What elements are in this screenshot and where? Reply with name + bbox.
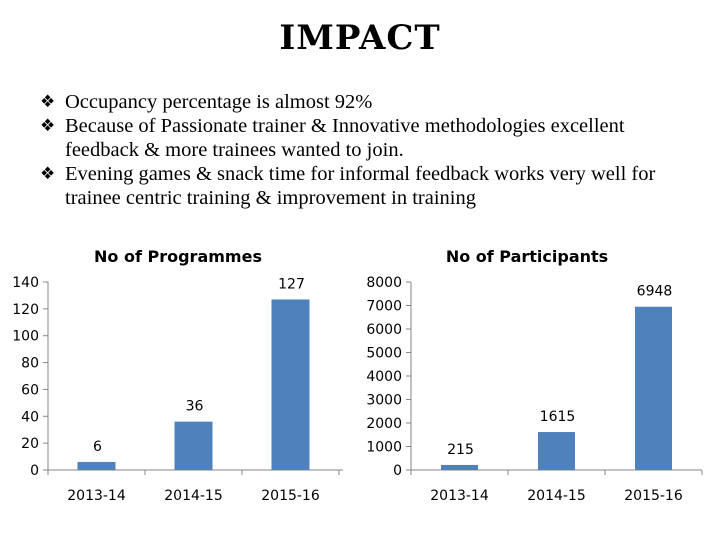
y-tick-label: 20 [21, 436, 39, 452]
data-label: 36 [186, 399, 204, 415]
chart-title: No of Participants [446, 247, 608, 266]
bullet-text: Because of Passionate trainer & Innovati… [65, 115, 625, 161]
bar-2014-15 [174, 421, 213, 470]
diamond-bullet-icon: ❖ [40, 164, 56, 183]
y-tick-label: 140 [12, 275, 39, 291]
x-tick-label: 2013-14 [67, 488, 126, 504]
diamond-bullet-icon: ❖ [40, 116, 56, 135]
bullet-text: Occupancy percentage is almost 92% [65, 91, 373, 113]
data-label: 127 [278, 276, 305, 292]
data-label: 215 [447, 442, 474, 458]
participants-chart: No of Participants 0 1000 2000 3000 4000 5000 6… [366, 247, 703, 504]
bullet-list: ❖ Occupancy percentage is almost 92% ❖ B… [40, 90, 700, 210]
bar-2014-15 [538, 432, 575, 470]
x-tick-label: 2013-14 [430, 488, 489, 504]
bar-2015-16 [271, 299, 310, 470]
bullet-item: ❖ Because of Passionate trainer & Innova… [40, 114, 700, 162]
data-label: 1615 [540, 409, 576, 425]
bullet-text: Evening games & snack time for informal … [65, 163, 656, 209]
data-label: 6948 [637, 284, 673, 300]
bar-2013-14 [441, 464, 478, 470]
bullet-item: ❖ Occupancy percentage is almost 92% [40, 90, 700, 114]
y-tick-label: 40 [21, 409, 39, 425]
x-tick-label: 2014-15 [164, 488, 223, 504]
x-tick-label: 2014-15 [527, 488, 586, 504]
y-tick-label: 1000 [366, 440, 402, 456]
y-tick-label: 100 [12, 329, 39, 345]
y-tick-label: 4000 [366, 369, 402, 385]
slide-title: IMPACT [279, 18, 441, 58]
data-label: 6 [93, 439, 102, 455]
bar-2015-16 [635, 306, 672, 470]
y-tick-label: 8000 [366, 275, 402, 291]
y-tick-label: 7000 [366, 299, 402, 315]
x-tick-label: 2015-16 [624, 488, 683, 504]
y-tick-label: 6000 [366, 322, 402, 338]
y-tick-label: 60 [21, 382, 39, 398]
chart-title: No of Programmes [94, 247, 262, 266]
diamond-bullet-icon: ❖ [40, 92, 56, 111]
y-tick-label: 5000 [366, 346, 402, 362]
y-tick-label: 0 [393, 463, 402, 479]
bar-2013-14 [77, 461, 116, 470]
x-tick-label: 2015-16 [261, 488, 320, 504]
y-tick-label: 80 [21, 356, 39, 372]
bullet-item: ❖ Evening games & snack time for informa… [40, 162, 700, 210]
programmes-chart: No of Programmes 0 20 40 60 80 100 120 140 6 2013-… [12, 247, 343, 504]
y-tick-label: 3000 [366, 393, 402, 409]
y-tick-label: 120 [12, 302, 39, 318]
y-tick-label: 0 [30, 463, 39, 479]
y-tick-label: 2000 [366, 416, 402, 432]
